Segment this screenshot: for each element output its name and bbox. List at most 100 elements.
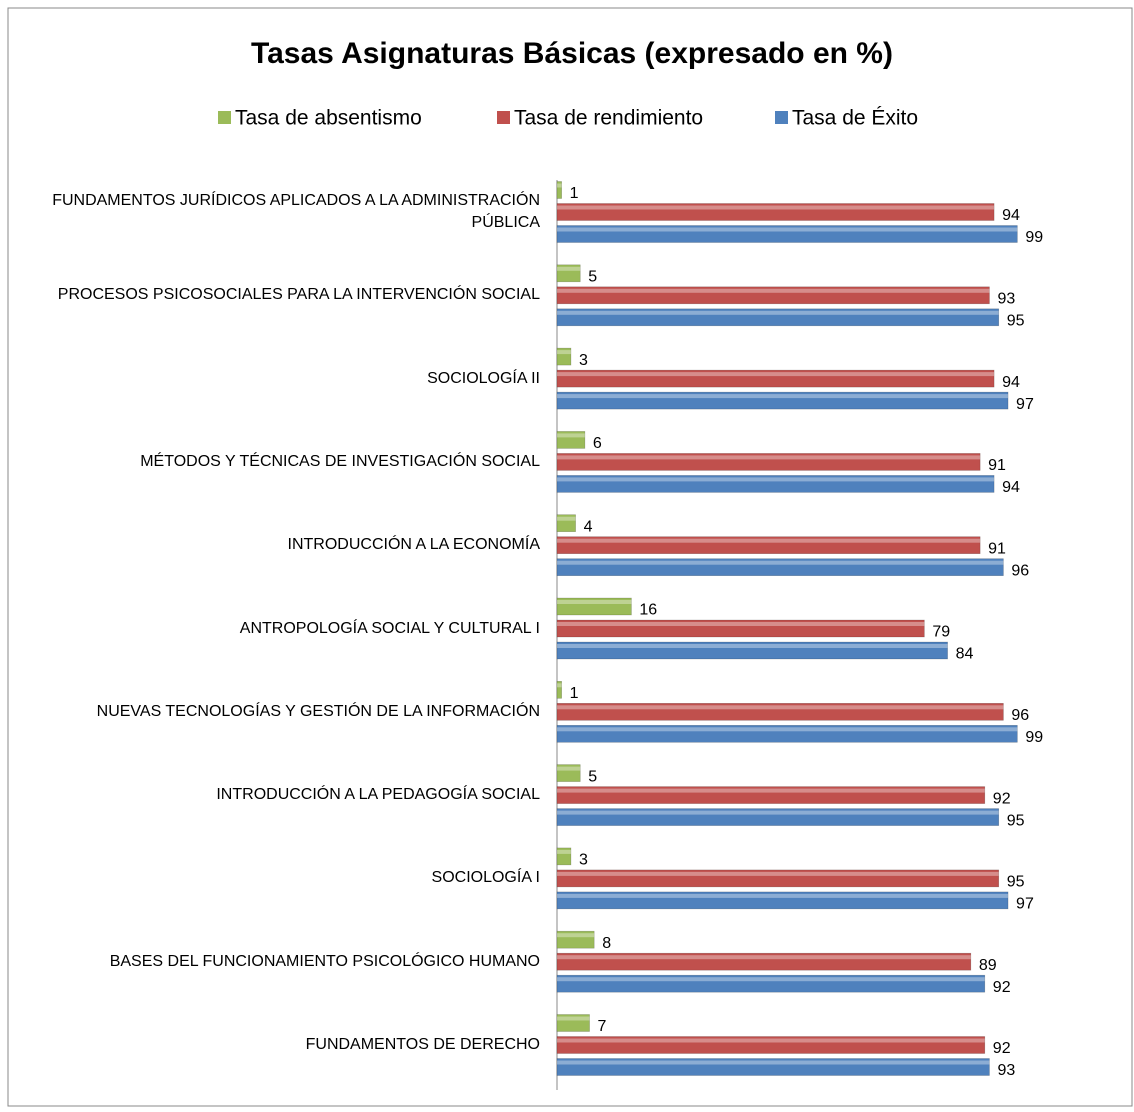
category-label: BASES DEL FUNCIONAMIENTO PSICOLÓGICO HUM…: [109, 952, 540, 970]
legend-swatch: [497, 111, 510, 124]
bar-highlight: [557, 705, 1004, 710]
value-label: 8: [602, 935, 611, 952]
value-label: 79: [932, 624, 950, 641]
category-label: FUNDAMENTOS DE DERECHO: [305, 1036, 540, 1053]
bar: [556, 514, 576, 533]
bar-highlight: [557, 183, 562, 188]
bar: [556, 391, 1009, 410]
value-label: 96: [1011, 562, 1029, 579]
bar: [556, 974, 986, 993]
category-label: SOCIOLOGÍA I: [431, 869, 540, 887]
bar-highlight: [557, 933, 595, 938]
bar: [556, 286, 990, 305]
category-label: MÉTODOS Y TÉCNICAS DE INVESTIGACIÓN SOCI…: [140, 452, 540, 470]
value-label: 89: [979, 957, 997, 974]
value-label: 99: [1025, 229, 1043, 246]
bar-highlight: [557, 310, 999, 315]
legend-swatch: [218, 111, 231, 124]
bar-highlight: [557, 394, 1009, 399]
bar: [556, 431, 586, 449]
bar-highlight: [557, 871, 999, 876]
bar: [556, 641, 948, 660]
bar-highlight: [557, 455, 981, 460]
value-label: 92: [993, 790, 1011, 807]
bar: [556, 308, 1000, 327]
bar: [556, 475, 995, 493]
value-label: 95: [1007, 313, 1025, 330]
bar-highlight: [557, 1060, 990, 1065]
category-label: NUEVAS TECNOLOGÍAS Y GESTIÓN DE LA INFOR…: [96, 702, 540, 720]
bar: [556, 225, 1018, 243]
bar: [556, 952, 972, 971]
bar-highlight: [557, 683, 562, 688]
bar: [556, 1014, 590, 1032]
value-label: 95: [1007, 874, 1025, 891]
value-label: 95: [1007, 812, 1025, 829]
bar-highlight: [557, 622, 925, 626]
bar-highlight: [557, 766, 581, 771]
bar-highlight: [557, 560, 1004, 565]
bar: [556, 619, 925, 638]
bar-highlight: [557, 372, 995, 377]
bar: [556, 764, 581, 782]
bar: [556, 869, 1000, 888]
bar: [556, 808, 1000, 826]
value-label: 91: [988, 540, 1006, 557]
bar-highlight: [557, 644, 948, 648]
bar: [556, 891, 1009, 910]
value-label: 3: [579, 352, 588, 369]
bar: [556, 930, 595, 949]
value-label: 94: [1002, 207, 1020, 224]
bar: [556, 264, 581, 283]
bar: [556, 1058, 990, 1076]
legend-label: Tasa de Éxito: [792, 107, 918, 130]
value-label: 84: [956, 646, 974, 663]
bar-highlight: [557, 1016, 590, 1021]
bar-highlight: [557, 477, 995, 482]
bar: [556, 369, 995, 388]
bar-highlight: [557, 1038, 985, 1043]
value-label: 92: [993, 1040, 1011, 1057]
bar: [556, 702, 1004, 721]
bar-highlight: [557, 516, 576, 521]
value-label: 5: [588, 768, 597, 785]
bar: [556, 558, 1004, 577]
legend-swatch: [775, 111, 788, 124]
bar: [556, 1036, 986, 1054]
value-label: 16: [639, 602, 657, 619]
value-label: 91: [988, 457, 1006, 474]
category-label: FUNDAMENTOS JURÍDICOS APLICADOS A LA ADM…: [52, 192, 540, 231]
bar: [556, 453, 981, 471]
value-label: 93: [997, 1062, 1015, 1079]
value-label: 99: [1025, 729, 1043, 746]
bar: [556, 536, 981, 555]
value-label: 96: [1011, 707, 1029, 724]
category-label: INTRODUCCIÓN A LA ECONOMÍA: [287, 536, 540, 554]
bar-highlight: [557, 977, 985, 982]
value-label: 97: [1016, 396, 1034, 413]
bar-highlight: [557, 227, 1018, 232]
bar: [556, 847, 572, 866]
bar-highlight: [557, 205, 995, 210]
category-label: INTRODUCCIÓN A LA PEDAGOGÍA SOCIAL: [216, 786, 540, 804]
value-label: 4: [584, 518, 593, 535]
value-label: 3: [579, 852, 588, 869]
value-label: 94: [1002, 374, 1020, 391]
value-label: 1: [570, 685, 579, 702]
category-label: PROCESOS PSICOSOCIALES PARA LA INTERVENC…: [57, 286, 540, 304]
legend-label: Tasa de rendimiento: [514, 107, 703, 130]
value-label: 97: [1016, 896, 1034, 913]
chart-title: Tasas Asignaturas Básicas (expresado en …: [251, 37, 893, 70]
value-label: 92: [993, 979, 1011, 996]
bar-highlight: [557, 955, 971, 960]
bar-highlight: [557, 810, 999, 815]
bar: [556, 597, 632, 616]
bar-highlight: [557, 266, 581, 271]
bar-highlight: [557, 849, 571, 854]
category-label: SOCIOLOGÍA II: [427, 369, 540, 387]
value-label: 7: [598, 1018, 607, 1035]
value-label: 94: [1002, 479, 1020, 496]
bar-highlight: [557, 727, 1018, 732]
bar-highlight: [557, 788, 985, 793]
